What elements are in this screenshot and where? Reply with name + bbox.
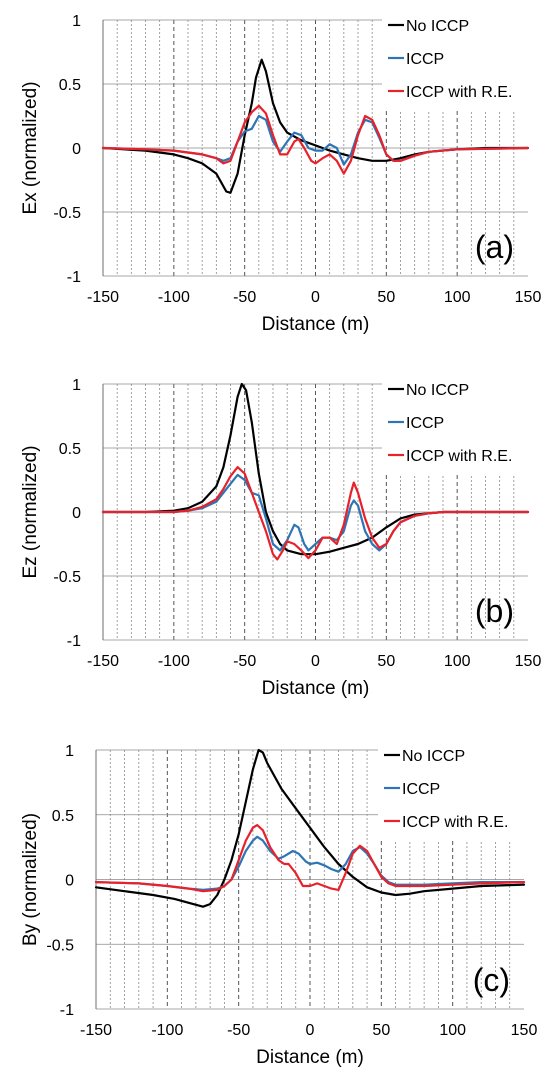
- legend: No ICCP ICCP ICCP with R.E.: [378, 741, 528, 840]
- legend-label: No ICCP: [406, 382, 469, 399]
- legend-label: ICCP with R.E.: [406, 84, 512, 101]
- y-axis-label: Ex (normalized): [20, 81, 41, 214]
- y-tick-label: -1: [67, 269, 81, 286]
- y-tick-label: 0: [72, 505, 81, 522]
- x-tick-label: -100: [151, 1022, 183, 1039]
- x-tick-label: -150: [80, 1022, 112, 1039]
- x-tick-label: 100: [439, 1022, 466, 1039]
- x-tick-label: 100: [444, 653, 471, 670]
- y-tick-label: -0.5: [53, 205, 81, 222]
- y-tick-label: -1: [67, 633, 81, 650]
- x-tick-label: 150: [515, 653, 542, 670]
- x-tick-label: 0: [311, 653, 320, 670]
- legend-label: ICCP with R.E.: [402, 814, 508, 831]
- legend-background: [378, 741, 528, 840]
- x-tick-label: -50: [233, 289, 256, 306]
- legend-label: No ICCP: [406, 18, 469, 35]
- x-tick-label: -150: [87, 653, 119, 670]
- x-tick-label: -150: [87, 289, 119, 306]
- legend-label: ICCP: [406, 51, 444, 68]
- panel-3: -1 -0.5 0 0.5 1 -150 -100 -50 0 50 100 150 Distance …: [20, 741, 537, 1068]
- x-axis-label: Distance (m): [262, 678, 370, 699]
- series-line-3: [101, 104, 530, 175]
- legend-background: [382, 11, 532, 110]
- y-axis-label: Ez (normalized): [20, 445, 41, 578]
- series-line-1: [94, 748, 526, 908]
- x-tick-label: -100: [158, 653, 190, 670]
- panel-label: (c): [473, 962, 510, 998]
- y-tick-label: 1: [72, 377, 81, 394]
- y-tick-label: 0: [65, 873, 74, 890]
- panel-1: -1 -0.5 0 0.5 1 -150 -100 -50 0 50 100 150 Distance …: [20, 11, 541, 335]
- x-tick-label: 0: [311, 289, 320, 306]
- y-tick-label: -0.5: [53, 569, 81, 586]
- x-tick-label: 0: [306, 1022, 315, 1039]
- y-axis-label: By (normalized): [20, 813, 41, 946]
- y-tick-label: 0.5: [52, 808, 74, 825]
- y-tick-label: 1: [65, 743, 74, 760]
- legend-label: No ICCP: [402, 748, 465, 765]
- series-line-1: [101, 58, 530, 194]
- legend-label: ICCP: [402, 781, 440, 798]
- y-tick-label: -0.5: [46, 937, 74, 954]
- x-tick-label: 50: [377, 289, 395, 306]
- y-tick-label: 0.5: [59, 77, 81, 94]
- x-tick-label: 100: [444, 289, 471, 306]
- panel-label: (a): [475, 229, 514, 265]
- legend: No ICCP ICCP ICCP with R.E.: [382, 375, 532, 474]
- legend: No ICCP ICCP ICCP with R.E.: [382, 11, 532, 110]
- y-tick-label: 0: [72, 141, 81, 158]
- x-axis-label: Distance (m): [256, 1047, 364, 1068]
- legend-background: [382, 375, 532, 474]
- panel-label: (b): [475, 593, 514, 629]
- x-tick-label: 50: [377, 653, 395, 670]
- x-tick-label: -50: [233, 653, 256, 670]
- x-tick-label: -50: [227, 1022, 250, 1039]
- legend-label: ICCP with R.E.: [406, 448, 512, 465]
- x-axis-label: Distance (m): [262, 314, 370, 335]
- series-line-3: [101, 466, 530, 561]
- y-tick-label: 0.5: [59, 441, 81, 458]
- x-tick-label: 50: [372, 1022, 390, 1039]
- y-tick-label: 1: [72, 13, 81, 30]
- panel-2: -1 -0.5 0 0.5 1 -150 -100 -50 0 50 100 150 Distance …: [20, 375, 541, 699]
- series-line-3: [94, 823, 526, 893]
- x-tick-label: 150: [515, 289, 542, 306]
- x-tick-label: 150: [511, 1022, 538, 1039]
- x-tick-label: -100: [158, 289, 190, 306]
- legend-label: ICCP: [406, 415, 444, 432]
- y-tick-label: -1: [60, 1002, 74, 1019]
- series-line-1: [101, 382, 530, 556]
